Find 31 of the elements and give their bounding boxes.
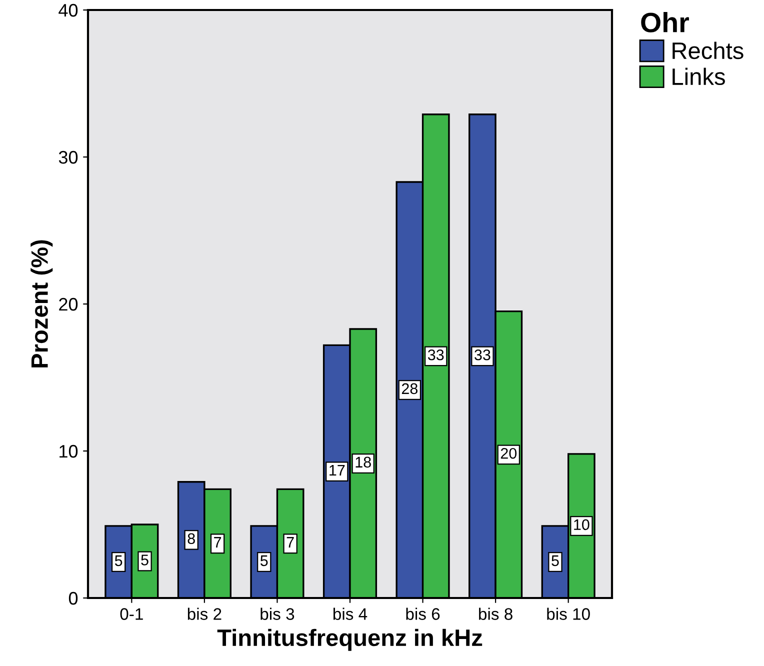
data-label: 5 xyxy=(552,555,559,566)
x-tick-label: bis 4 xyxy=(333,608,368,620)
y-tick-label: 30 xyxy=(58,150,78,164)
data-label: 18 xyxy=(356,456,371,468)
data-label: 5 xyxy=(114,555,122,566)
data-label: 5 xyxy=(260,555,268,566)
data-label: 7 xyxy=(214,537,222,548)
x-axis-title: Tinnitusfrequenz in kHz xyxy=(217,628,482,651)
y-tick-label: 0 xyxy=(68,592,78,605)
legend-label: Links xyxy=(672,68,725,86)
x-tick-label: 0-1 xyxy=(120,608,143,620)
x-tick-label: bis 10 xyxy=(547,608,590,620)
data-label: 33 xyxy=(428,349,444,360)
data-label: 20 xyxy=(500,448,517,459)
y-tick-label: 40 xyxy=(58,4,78,17)
data-label: 33 xyxy=(474,349,490,360)
x-tick-label: bis 2 xyxy=(188,608,222,620)
x-tick-label: bis 3 xyxy=(260,608,294,620)
y-tick-label: 20 xyxy=(59,298,78,311)
data-label: 8 xyxy=(188,533,195,544)
data-label: 17 xyxy=(330,465,345,476)
legend-title: Ohr xyxy=(641,12,689,32)
data-label: 10 xyxy=(574,519,590,530)
data-label: 7 xyxy=(286,537,294,548)
x-tick-label: bis 6 xyxy=(406,608,440,620)
x-tick-label: bis 8 xyxy=(479,608,512,620)
y-tick-label: 10 xyxy=(60,444,78,458)
data-label: 28 xyxy=(402,383,418,394)
legend-label: Rechts xyxy=(672,42,744,60)
data-label: 5 xyxy=(141,554,148,566)
y-axis-title: Prozent (%) xyxy=(30,240,53,368)
